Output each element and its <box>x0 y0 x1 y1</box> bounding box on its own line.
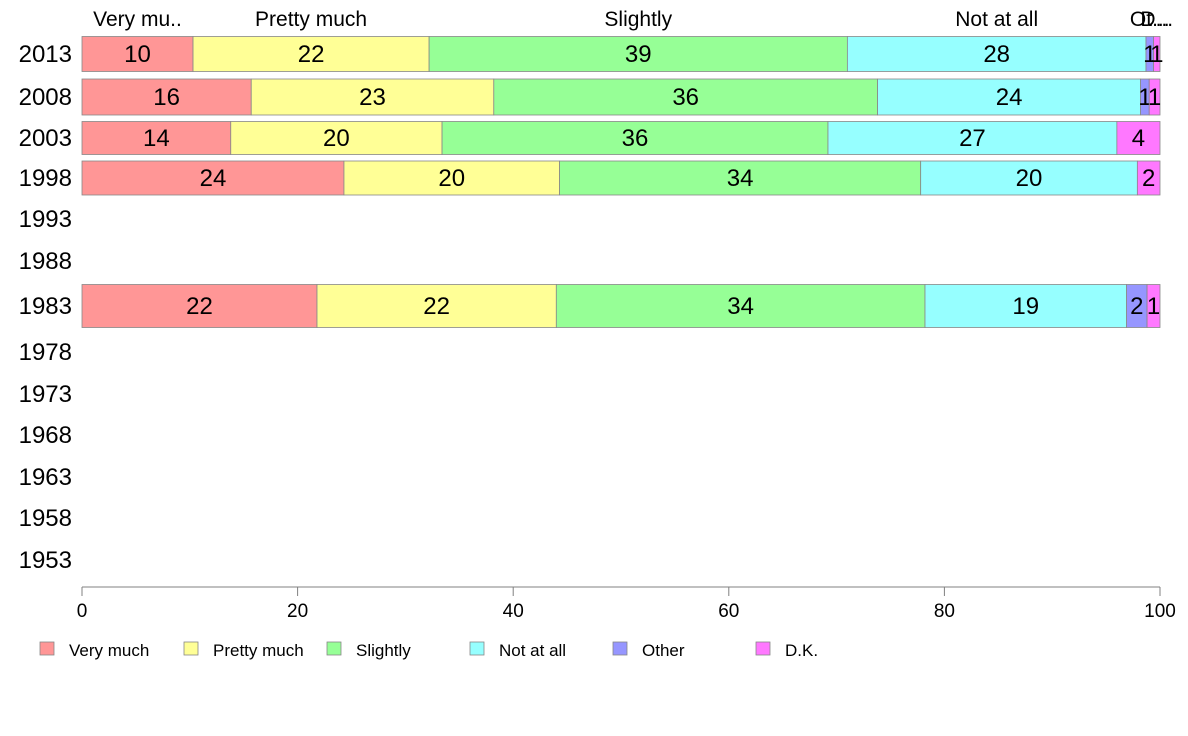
top-category-labels: Very mu.. Pretty much Slightly Not at all Ot… <box>93 8 1173 31</box>
bar-segment <box>250 78 495 116</box>
bar-segment <box>1146 284 1161 328</box>
y-tick-label: 1958 <box>19 505 72 532</box>
bar-segment <box>192 36 430 72</box>
y-tick-label: 1978 <box>19 339 72 366</box>
legend-label: D.K. <box>785 641 818 660</box>
data-label: 28 <box>983 41 1010 68</box>
bar-segment <box>230 121 443 155</box>
bar-segment <box>1116 121 1161 155</box>
legend-swatch <box>39 641 55 656</box>
data-label: 39 <box>625 41 652 68</box>
bar-segment <box>316 284 557 328</box>
y-tick-label: 2003 <box>19 125 72 152</box>
top-category-label: Pretty much <box>255 8 367 31</box>
y-tick-label: 2013 <box>19 41 72 68</box>
x-tick-label: 60 <box>718 601 739 622</box>
bar-segment <box>920 160 1138 196</box>
legend-label: Not at all <box>499 641 566 660</box>
bar-segment <box>343 160 560 196</box>
bar-segment <box>81 78 252 116</box>
bar-segment <box>1153 36 1161 72</box>
legend: Very much Pretty much Slightly Not at all Ot… <box>39 641 818 660</box>
data-label: 23 <box>359 84 386 111</box>
x-tick-label: 20 <box>287 601 308 622</box>
legend-swatch <box>183 641 199 656</box>
y-tick-label: 1998 <box>19 165 72 192</box>
legend-swatch <box>326 641 342 656</box>
bar-segment <box>559 160 922 196</box>
data-label: 4 <box>1132 125 1145 152</box>
legend-label: Very much <box>69 641 149 660</box>
top-category-label: Not at all <box>955 8 1038 31</box>
data-label: 2 <box>1130 293 1143 320</box>
top-category-label: Ot... <box>1130 8 1170 31</box>
data-label: 1 <box>1148 84 1161 111</box>
y-tick-label: 1988 <box>19 248 72 275</box>
x-tick-label: 100 <box>1144 601 1176 622</box>
y-tick-label: 1993 <box>19 206 72 233</box>
data-label: 36 <box>622 125 649 152</box>
legend-swatch <box>469 641 485 656</box>
x-tick-label: 40 <box>503 601 524 622</box>
legend-label: Other <box>642 641 685 660</box>
y-tick-label: 1968 <box>19 422 72 449</box>
bar-segment <box>1136 160 1161 196</box>
data-label: 22 <box>423 293 450 320</box>
data-label: 24 <box>996 84 1023 111</box>
y-tick-label: 1973 <box>19 381 72 408</box>
data-label: 10 <box>124 41 151 68</box>
data-label: 1 <box>1138 84 1151 111</box>
data-label: 24 <box>200 165 227 192</box>
y-tick-label: 1963 <box>19 464 72 491</box>
data-label: 19 <box>1012 293 1039 320</box>
x-tick-label: 0 <box>77 601 88 622</box>
data-label: 22 <box>186 293 213 320</box>
bar-segment <box>441 121 829 155</box>
bar-segment <box>81 121 232 155</box>
x-axis: 0 20 40 60 80 100 <box>77 586 1176 622</box>
legend-label: Pretty much <box>213 641 304 660</box>
data-label: 34 <box>727 165 754 192</box>
data-label: 1 <box>1147 293 1160 320</box>
data-label: 16 <box>153 84 180 111</box>
y-tick-label: 1953 <box>19 547 72 574</box>
x-tick-label: 80 <box>934 601 955 622</box>
bar-segment <box>493 78 878 116</box>
y-tick-label: 2008 <box>19 84 72 111</box>
bar-segment <box>924 284 1127 328</box>
bar-segment <box>827 121 1118 155</box>
y-tick-label: 1983 <box>19 293 72 320</box>
top-category-label: Slightly <box>604 8 672 31</box>
data-label: 1 <box>1150 41 1163 68</box>
data-label: 20 <box>1016 165 1043 192</box>
bar-segment <box>81 160 345 196</box>
data-label: 22 <box>298 41 325 68</box>
legend-swatch <box>755 641 771 656</box>
data-label: 34 <box>727 293 754 320</box>
data-label: 1 <box>1143 41 1156 68</box>
data-label: 2 <box>1142 165 1155 192</box>
legend-label: Slightly <box>356 641 411 660</box>
top-category-label: D... <box>1140 8 1173 31</box>
data-label: 20 <box>323 125 350 152</box>
top-category-label: Very mu.. <box>93 8 182 31</box>
bar-segment <box>1148 78 1161 116</box>
data-label: 14 <box>143 125 170 152</box>
data-label: 20 <box>438 165 465 192</box>
data-label: 27 <box>959 125 986 152</box>
bar-segment <box>877 78 1141 116</box>
legend-swatch <box>612 641 628 656</box>
y-axis-labels: 2013 2008 2003 1998 1993 1988 1983 1978 1973 1968… <box>19 41 72 574</box>
data-label: 36 <box>672 84 699 111</box>
